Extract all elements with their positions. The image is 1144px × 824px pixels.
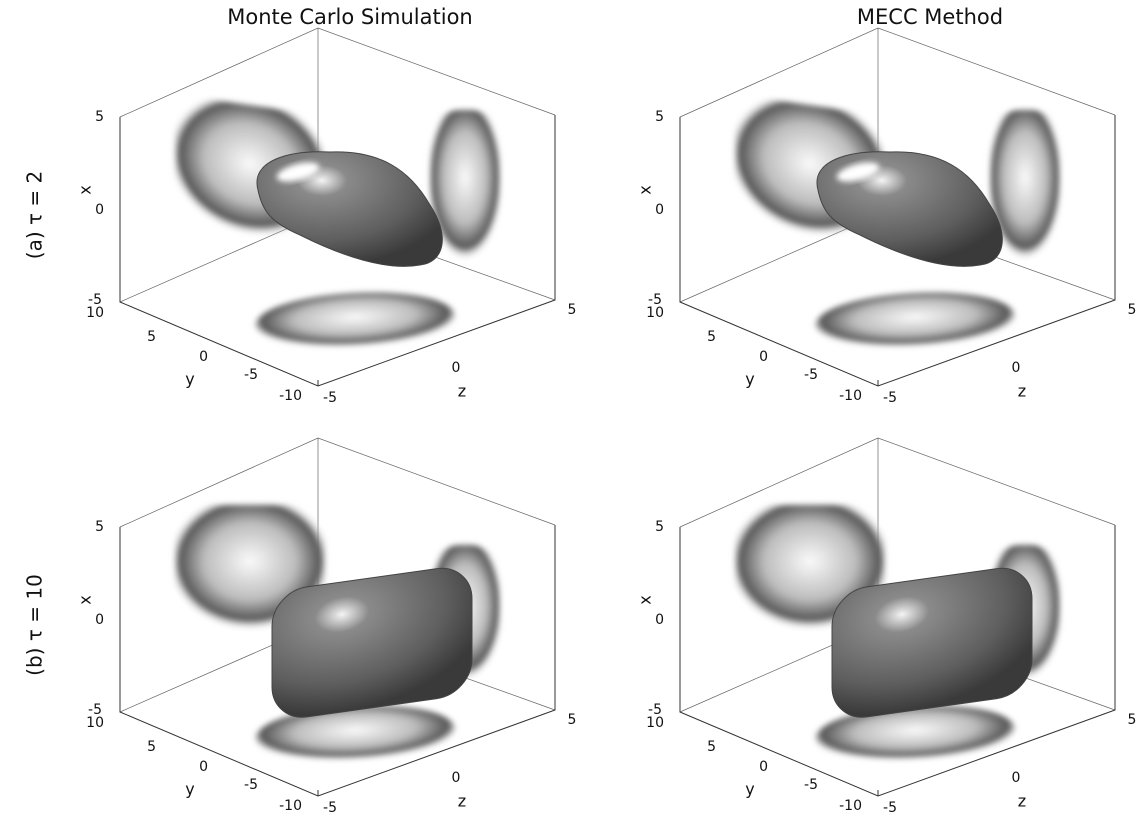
z-tick-label: 0 (1012, 360, 1021, 376)
y-tick-label: -5 (804, 367, 818, 383)
y-tick-label: 5 (707, 739, 716, 755)
z-tick-label: -5 (883, 800, 897, 816)
z-axis-label: z (458, 382, 466, 401)
x-tick-label: 5 (95, 109, 104, 125)
x-tick-label: 5 (95, 519, 104, 535)
y-tick-label: -5 (244, 367, 258, 383)
z-tick-label: 0 (452, 360, 461, 376)
z-tick-label: -5 (883, 390, 897, 406)
y-axis-label: y (185, 780, 194, 799)
figure: Monte Carlo Simulation MECC Method (a) τ… (0, 0, 1144, 824)
y-axis-label: y (185, 370, 194, 389)
row-label: (b) τ = 10 (23, 574, 47, 676)
box-edge (680, 438, 1115, 527)
z-tick-label: 0 (452, 770, 461, 786)
z-axis-label: z (458, 792, 466, 811)
surface (272, 564, 472, 722)
x-tick-label: 0 (95, 612, 104, 628)
z-tick-label: 0 (1012, 770, 1021, 786)
y-tick-label: 0 (199, 759, 208, 775)
projection (814, 288, 1017, 352)
y-tick-label: -10 (839, 388, 862, 404)
x-axis-label: x (76, 185, 95, 194)
projection (254, 288, 457, 352)
panels: 5 0 -5 10 5 0 -5 -10 -5 0 5 x y z 5 0 -5 10 5 0 -5 -10 -5 0 5 x y z… (76, 28, 1137, 816)
z-tick-label: 5 (568, 302, 577, 318)
box-edge (680, 28, 1115, 117)
x-axis-label: x (636, 595, 655, 604)
column-title: Monte Carlo Simulation (227, 5, 473, 29)
y-axis-label: y (745, 780, 754, 799)
y-tick-label: -5 (804, 777, 818, 793)
y-tick-label: 0 (199, 349, 208, 365)
z-tick-label: 5 (1128, 712, 1137, 728)
x-tick-label: 5 (655, 519, 664, 535)
y-tick-label: -10 (279, 798, 302, 814)
y-tick-label: -10 (839, 798, 862, 814)
x-axis-label: x (636, 185, 655, 194)
x-tick-label: 0 (655, 202, 664, 218)
z-tick-label: 5 (1128, 302, 1137, 318)
box-edge (120, 438, 555, 527)
y-tick-label: 10 (86, 715, 104, 731)
z-tick-label: -5 (323, 390, 337, 406)
y-tick-label: 0 (759, 349, 768, 365)
y-tick-label: 5 (147, 329, 156, 345)
y-tick-label: 0 (759, 759, 768, 775)
y-axis-label: y (745, 370, 754, 389)
z-tick-label: 5 (568, 712, 577, 728)
x-tick-label: 0 (95, 202, 104, 218)
box-edge (120, 28, 555, 117)
z-axis-label: z (1018, 792, 1026, 811)
x-tick-label: 5 (655, 109, 664, 125)
y-tick-label: 10 (86, 305, 104, 321)
y-tick-label: 5 (147, 739, 156, 755)
y-tick-label: 10 (646, 305, 664, 321)
y-tick-label: 10 (646, 715, 664, 731)
row-label: (a) τ = 2 (23, 171, 47, 259)
column-title: MECC Method (857, 5, 1003, 29)
z-axis-label: z (1018, 382, 1026, 401)
z-tick-label: -5 (323, 800, 337, 816)
x-axis-label: x (76, 595, 95, 604)
y-tick-label: 5 (707, 329, 716, 345)
y-tick-label: -5 (244, 777, 258, 793)
x-tick-label: 0 (655, 612, 664, 628)
y-tick-label: -10 (279, 388, 302, 404)
surface (832, 564, 1032, 722)
